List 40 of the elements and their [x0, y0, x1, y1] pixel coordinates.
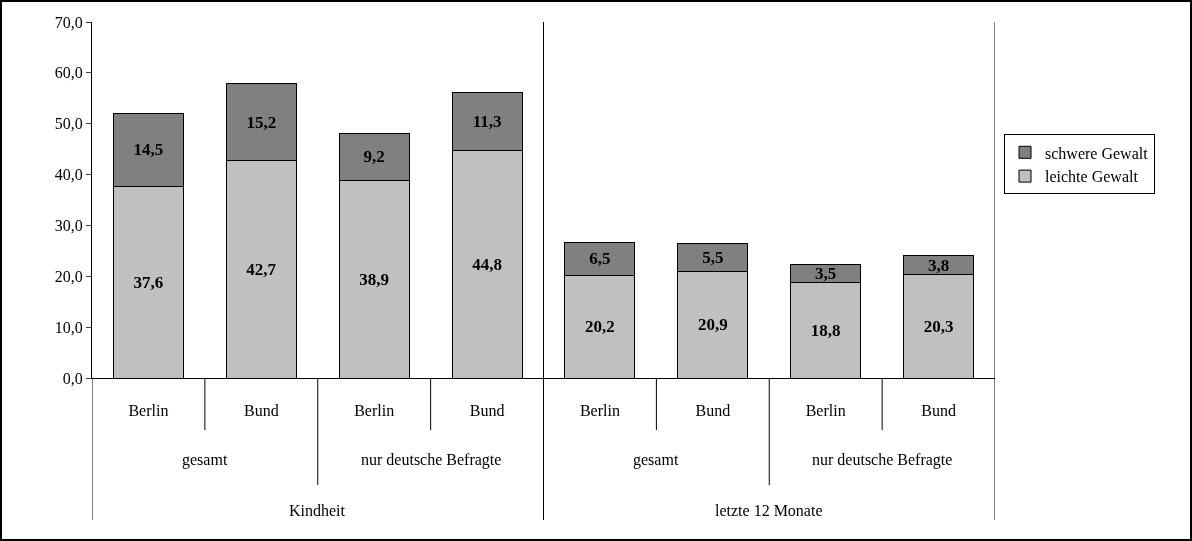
data-label: 9,2 — [363, 147, 385, 167]
data-label: 37,6 — [133, 272, 164, 292]
text: nur deutsche Befragte — [361, 451, 502, 469]
x-tick-label: Berlin — [805, 402, 846, 420]
y-tick-label: 10,0 — [54, 318, 83, 336]
y-tick-label: 50,0 — [54, 115, 83, 133]
data-label: 20,3 — [923, 316, 954, 336]
y-tick-label: 40,0 — [54, 166, 83, 184]
text: Kindheit — [289, 502, 346, 519]
y-tick-label: 70,0 — [54, 13, 83, 31]
x-tick-label: Berlin — [354, 402, 395, 420]
x-tick-label: Berlin — [579, 402, 620, 420]
text: letzte 12 Monate — [715, 502, 823, 519]
legend-label: schwere Gewalt — [1045, 144, 1149, 162]
data-label: 38,9 — [359, 269, 390, 289]
x-tick-label: Berlin — [128, 402, 169, 420]
legend-label: leichte Gewalt — [1045, 168, 1139, 186]
data-label: 5,5 — [702, 248, 724, 268]
data-label: 20,9 — [697, 315, 728, 335]
y-tick-label: 20,0 — [54, 267, 83, 285]
data-label: 20,2 — [585, 317, 615, 337]
data-label: 3,8 — [927, 255, 950, 275]
data-label: 15,2 — [246, 112, 277, 132]
y-tick-label: 0,0 — [62, 369, 83, 387]
x-tick-label: Bund — [243, 402, 279, 420]
data-label: 18,8 — [810, 320, 841, 340]
text: gesamt — [633, 451, 679, 469]
y-tick-label: 30,0 — [54, 217, 83, 235]
y-tick-label: 60,0 — [54, 64, 83, 82]
x-tick-label: Bund — [469, 402, 505, 420]
x-tick-label: Bund — [695, 402, 731, 420]
data-label: 14,5 — [133, 140, 164, 160]
data-label: 42,7 — [246, 259, 277, 279]
data-label: 44,8 — [472, 254, 502, 274]
data-label: 11,3 — [472, 111, 502, 131]
text: nur deutsche Befragte — [812, 451, 953, 469]
text: gesamt — [182, 451, 228, 469]
x-tick-label: Bund — [921, 402, 956, 420]
data-label: 6,5 — [589, 249, 611, 269]
data-label: 3,5 — [815, 263, 837, 283]
